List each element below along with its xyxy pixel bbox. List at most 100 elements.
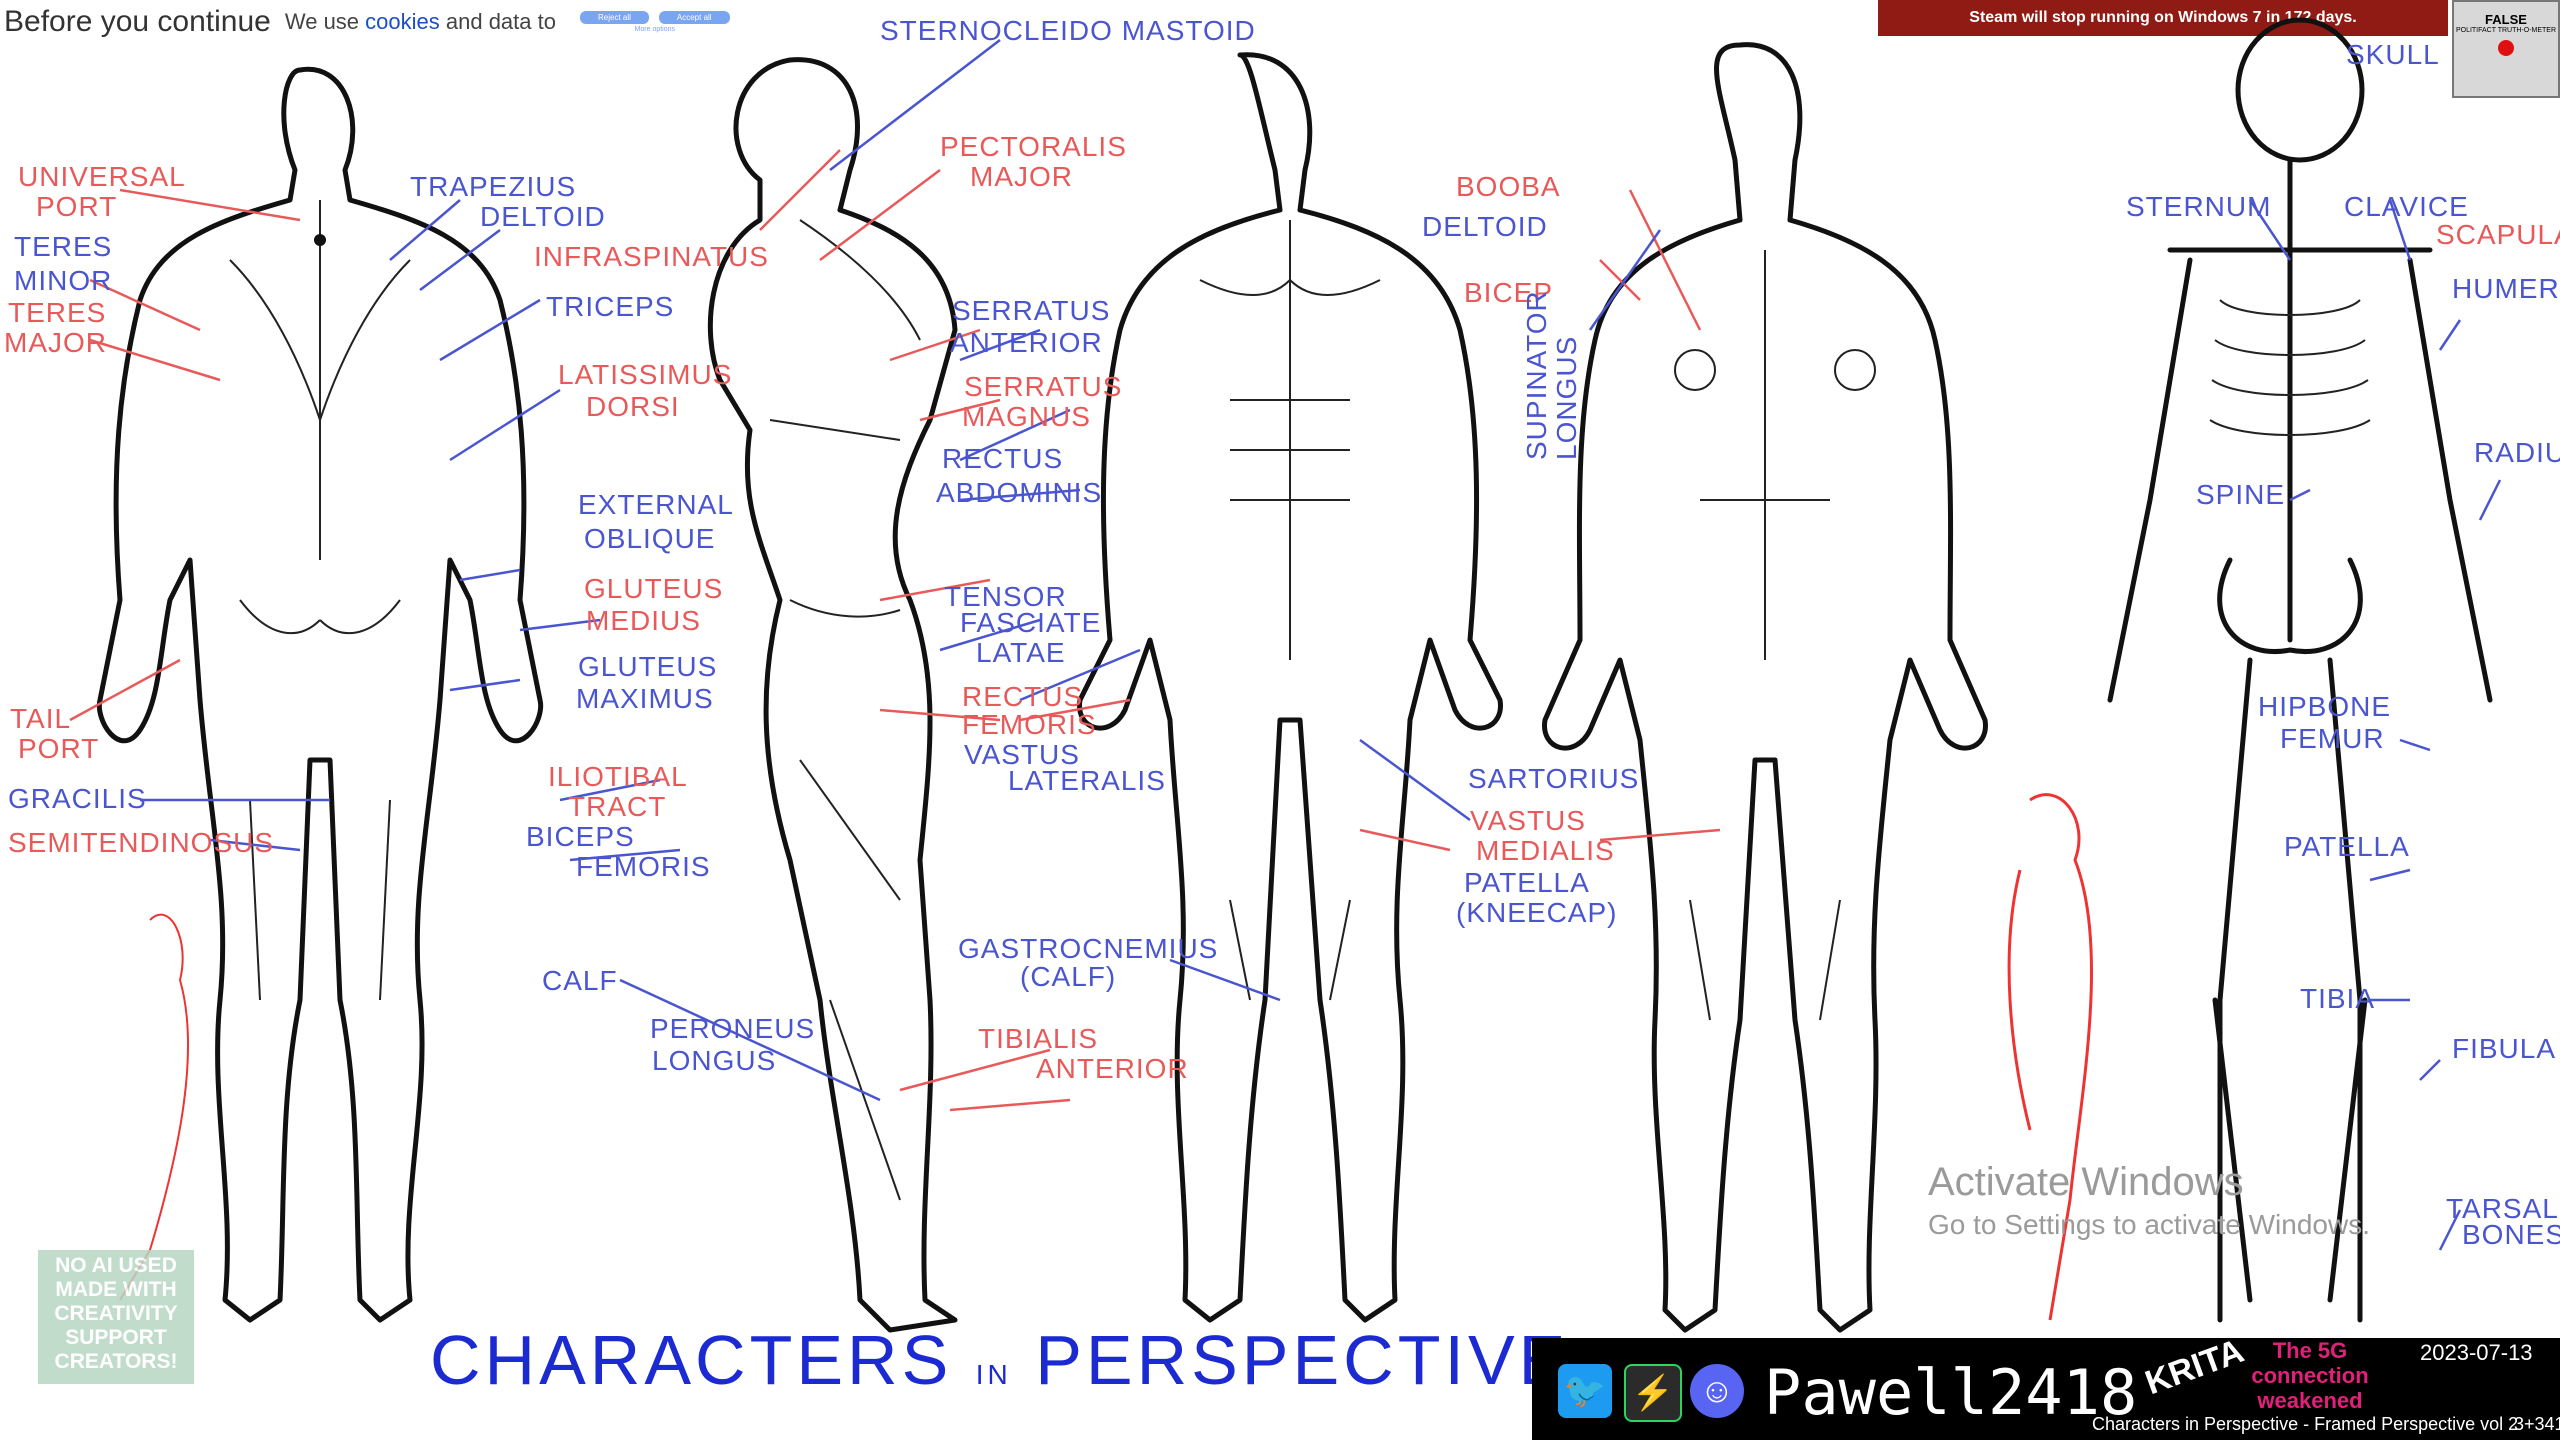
label-maximus: MAXIMUS [576,683,714,714]
gauge-light-icon [2498,40,2514,56]
label-minor: MINOR [14,265,112,296]
title-word-2: IN [975,1359,1012,1390]
consent-actions: Reject all Accept all More options [579,11,730,33]
label-trapezius: TRAPEZIUS [410,171,576,202]
consent-message: We use cookies and data to [284,9,556,34]
label-fasciate: FASCIATE [960,607,1101,638]
label-rectus-2: RECTUS [962,681,1083,712]
label-fibula: FIBULA [2452,1033,2556,1064]
title-word-1: CHARACTERS [430,1321,953,1399]
cookies-link[interactable]: cookies [365,9,440,34]
title-word-3: PERSPECTIVE [1035,1321,1570,1399]
label-semitendinosus: SEMITENDINOSUS [8,827,274,858]
label-scapula: SCAPULA [2436,219,2560,250]
stream-date: 2023-07-13 [2420,1340,2533,1365]
label-longus-leg: LONGUS [652,1045,776,1076]
badge-line-5: CREATORS! [54,1350,178,1373]
label-calf: CALF [542,965,618,996]
discord-icon[interactable]: ☺ [1690,1364,1744,1418]
channel-handle: Pawell2418 [1764,1356,2138,1429]
sketch-red-figure [119,913,190,1301]
label-external: EXTERNAL [578,489,734,520]
label-latissimus: LATISSIMUS [558,359,732,390]
label-triceps: TRICEPS [546,291,674,322]
twitter-icon[interactable]: 🐦 [1558,1364,1612,1418]
itch-icon[interactable]: ⚡ [1624,1364,1682,1422]
label-clavice: CLAVICE [2344,191,2469,222]
truth-meter-gauge: FALSE POLITIFACT TRUTH-O-METER [2452,0,2560,98]
label-tibialis: TIBIALIS [978,1023,1098,1054]
label-bones: BONES [2462,1219,2560,1250]
connection-warning: The 5G connection weakened [2251,1338,2369,1413]
label-gluteus-2: GLUTEUS [578,651,717,682]
label-serratus-1: SERRATUS [952,295,1110,326]
label-abdominis: ABDOMINIS [936,477,1102,508]
badge-line-4: SUPPORT [65,1326,167,1349]
label-port: PORT [36,191,117,222]
label-teres-2: TERES [8,297,106,328]
label-infraspinatus: INFRASPINATUS [534,241,769,272]
label-rectus-1: RECTUS [942,443,1063,474]
label-oblique: OBLIQUE [584,523,715,554]
label-gluteus-1: GLUTEUS [584,573,723,604]
label-magnus: MAGNUS [962,401,1091,432]
figure-front-female [1542,42,1988,1333]
label-medius: MEDIUS [586,605,701,636]
label-iliotibal: ILIOTIBAL [548,761,688,792]
label-calf-2: (CALF) [1020,961,1116,992]
label-spine: SPINE [2196,479,2285,510]
label-femoris-2: FEMORIS [962,709,1097,740]
activate-windows-watermark: Activate Windows Go to Settings to activ… [1928,1160,2370,1241]
label-pectoralis: PECTORALIS [940,131,1127,162]
label-serratus-2: SERRATUS [964,371,1122,402]
watermark-line-2: Go to Settings to activate Windows. [1928,1209,2370,1240]
krita-logo: KRITA [2140,1331,2249,1403]
more-options-link[interactable]: More options [634,26,676,33]
label-supinator: SUPINATOR [1521,290,1552,460]
label-sternum: STERNUM [2126,191,2271,222]
gauge-label: FALSE [2485,12,2527,27]
label-tarsal: TARSAL [2446,1193,2559,1224]
gauge-sub: POLITIFACT TRUTH-O-METER [2455,27,2557,34]
leader-lines [69,39,2502,1251]
label-femoris: FEMORIS [576,851,711,882]
label-deltoid-back: DELTOID [480,201,606,232]
reject-all-button[interactable]: Reject all [579,11,649,24]
consent-title: Before you continue [4,5,271,38]
label-anterior-2: ANTERIOR [1036,1053,1189,1084]
label-vastus-2: VASTUS [1470,805,1586,836]
label-lateralis: LATERALIS [1008,765,1166,796]
label-major-pec: MAJOR [970,161,1073,192]
label-gracilis: GRACILIS [8,783,147,814]
label-tibia: TIBIA [2300,983,2375,1014]
label-anterior-1: ANTERIOR [950,327,1103,358]
label-sternocleido: STERNOCLEIDO MASTOID [880,15,1256,46]
episode-title: Characters in Perspective - Framed Persp… [2092,1414,2519,1434]
label-latae: LATAE [976,637,1066,668]
label-gastrocnemius: GASTROCNEMIUS [958,933,1218,964]
label-dorsi: DORSI [586,391,680,422]
steam-banner[interactable]: Steam will stop running on Windows 7 in … [1878,0,2448,36]
figure-back-view [96,66,544,1323]
no-ai-badge: NO AI USED MADE WITH CREATIVITY SUPPORT … [38,1250,194,1384]
label-tensor: TENSOR [944,581,1067,612]
consent-bar: Before you continue We use cookies and d… [0,0,844,44]
label-kneecap: (KNEECAP) [1456,897,1617,928]
label-tail: TAIL [10,703,71,734]
label-tract: TRACT [568,791,666,822]
label-longus-arm: LONGUS [1551,336,1582,460]
label-booba: BOOBA [1456,171,1561,202]
badge-line-3: CREATIVITY [54,1302,178,1325]
drawing-title: CHARACTERS IN PERSPECTIVE [430,1320,1569,1400]
watermark-line-1: Activate Windows [1928,1160,2244,1204]
figure-side-view [707,57,958,1333]
episode-counter: 3+341 [2514,1414,2560,1434]
badge-line-2: MADE WITH [55,1278,177,1301]
label-sartorius: SARTORIUS [1468,763,1639,794]
figure-front-male [1077,52,1503,1323]
label-tail-port: PORT [18,733,99,764]
badge-line-1: NO AI USED [55,1254,177,1277]
accept-all-button[interactable]: Accept all [658,11,730,24]
